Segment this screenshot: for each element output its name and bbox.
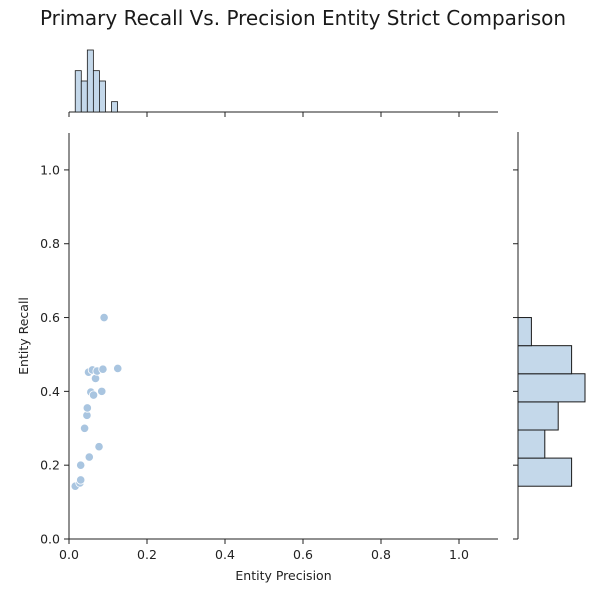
x-tick-label: 0.6 xyxy=(293,547,313,562)
scatter-point xyxy=(88,390,99,400)
scatter-point xyxy=(84,452,94,462)
y-axis-label: Entity Recall xyxy=(16,297,31,375)
scatter-point xyxy=(80,423,90,433)
scatter-points xyxy=(70,312,123,491)
marginal-y-bar xyxy=(517,345,573,375)
scatter-point xyxy=(113,363,123,374)
marginal-y-bar xyxy=(517,317,532,347)
x-tick-label: 0.4 xyxy=(215,547,235,562)
y-tick-label: 0.4 xyxy=(40,384,60,399)
y-tick-label: 0.2 xyxy=(40,458,60,473)
marginal-x-histogram xyxy=(68,49,498,117)
chart-title: Primary Recall Vs. Precision Entity Stri… xyxy=(39,6,567,30)
x-tick-label: 1.0 xyxy=(449,547,469,562)
marginal-y-bar xyxy=(517,373,586,403)
marginal-x-bar xyxy=(92,70,100,113)
scatter-point xyxy=(98,364,108,374)
marginal-x-bar xyxy=(80,80,88,113)
marginal-x-bar xyxy=(111,101,118,113)
scatter-point xyxy=(97,386,107,396)
marginal-y-bar xyxy=(517,429,546,459)
x-tick-label: 0.2 xyxy=(137,547,157,562)
marginal-y-histogram xyxy=(513,132,586,540)
marginal-y-bar xyxy=(517,457,573,487)
scatter-point xyxy=(99,312,109,323)
scatter-point xyxy=(76,460,86,470)
marginal-y-bar xyxy=(517,401,559,431)
x-tick-label: 0.8 xyxy=(371,547,391,562)
scatter-point xyxy=(94,442,104,452)
x-axis-label: Entity Precision xyxy=(235,568,331,583)
marginal-x-bar xyxy=(74,70,82,113)
y-tick-label: 0.8 xyxy=(40,236,60,251)
marginal-x-bar xyxy=(86,49,94,113)
y-tick-label: 0.0 xyxy=(40,532,60,547)
main-axes: 0.0 0.2 0.4 0.6 0.8 1.0 0.0 0.2 0.4 0.6 0.8 1.0 xyxy=(40,133,498,562)
scatter-point xyxy=(76,475,86,485)
marginal-x-bar xyxy=(99,80,106,113)
y-tick-label: 1.0 xyxy=(40,162,60,177)
scatter-point xyxy=(82,403,92,413)
x-tick-label: 0.0 xyxy=(59,547,79,562)
y-tick-label: 0.6 xyxy=(40,310,60,325)
scatter-point xyxy=(90,373,101,384)
